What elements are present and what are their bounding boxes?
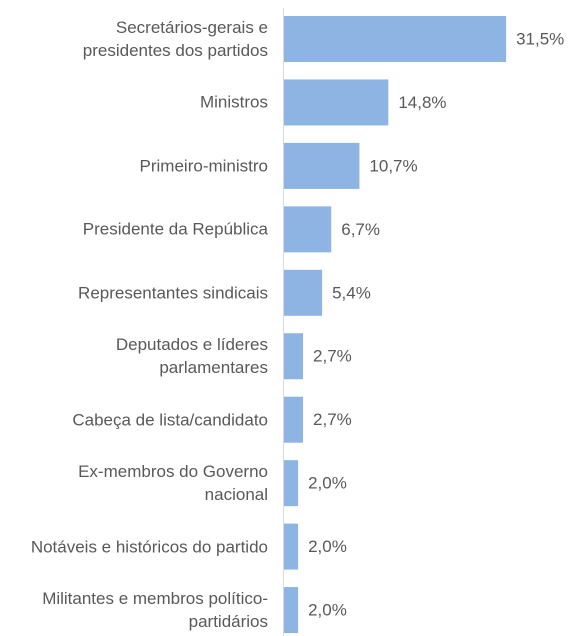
bar xyxy=(284,142,360,189)
bar xyxy=(284,79,389,126)
bar xyxy=(284,460,299,507)
value-label: 2,7% xyxy=(313,410,352,429)
value-label: 6,7% xyxy=(341,220,380,239)
bar xyxy=(284,16,507,62)
value-label: 10,7% xyxy=(369,156,417,175)
category-label: Notáveis e históricos do partido xyxy=(30,537,268,557)
category-label: Presidente da República xyxy=(82,219,268,239)
bar xyxy=(284,523,299,570)
bar xyxy=(284,396,304,443)
value-label: 2,0% xyxy=(308,537,347,556)
category-label: Primeiro-ministro xyxy=(139,156,268,176)
category-label: Ex-membros do Governo nacional xyxy=(78,462,268,505)
value-label: 5,4% xyxy=(332,283,371,302)
category-label: Ministros xyxy=(199,92,268,112)
bar xyxy=(284,587,299,634)
value-label: 2,0% xyxy=(308,601,347,620)
category-label: Secretários-gerais e presidentes dos par… xyxy=(82,18,268,60)
bar xyxy=(284,206,332,253)
bar xyxy=(284,269,323,316)
category-label: Representantes sindicais xyxy=(78,283,268,303)
category-label: Militantes e membros político-partidário… xyxy=(42,589,268,632)
value-label: 31,5% xyxy=(516,29,564,48)
value-label: 2,0% xyxy=(308,474,347,493)
category-label: Cabeça de lista/candidato xyxy=(72,410,268,430)
bar xyxy=(284,333,304,380)
value-label: 14,8% xyxy=(398,93,446,112)
category-label: Deputados e líderes parlamentares xyxy=(115,335,268,378)
value-label: 2,7% xyxy=(313,347,352,366)
